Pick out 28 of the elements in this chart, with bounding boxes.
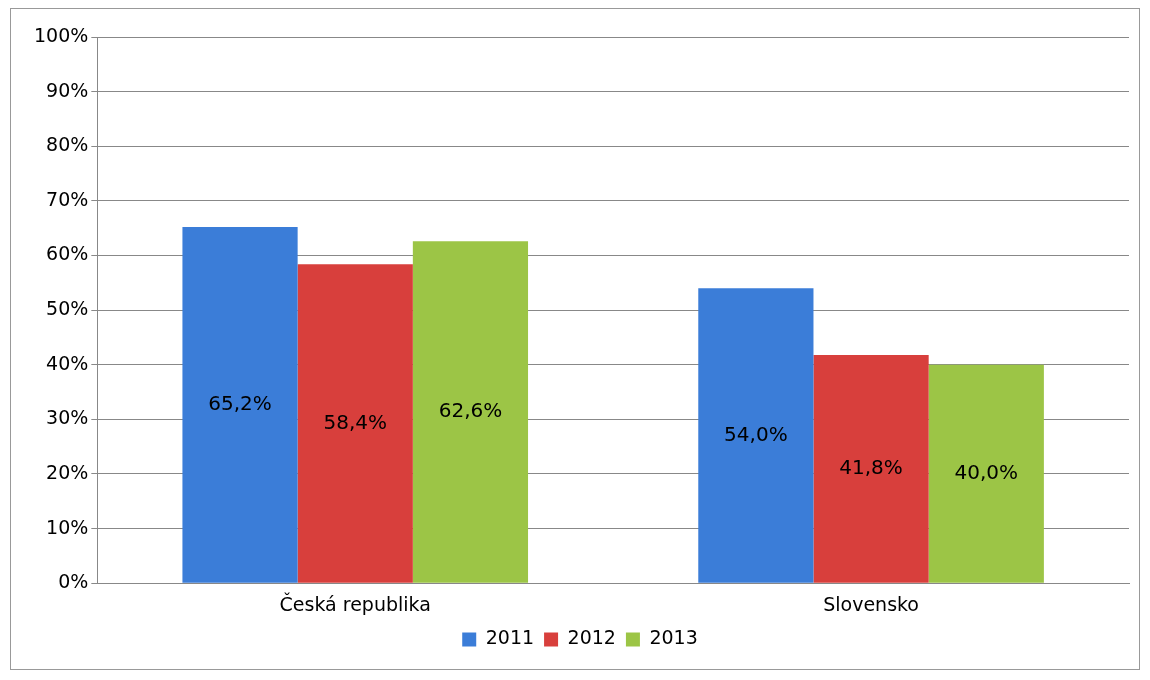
data-label: 65,2% [208, 391, 272, 416]
y-tick-label: 30% [46, 406, 89, 429]
data-label: 54,0% [724, 421, 788, 446]
data-label: 58,4% [323, 409, 388, 434]
legend-label: 2012 [567, 626, 616, 649]
data-label: 41,8% [839, 455, 903, 479]
x-tick-label: Slovensko [823, 592, 919, 615]
y-tick-label: 20% [46, 460, 89, 483]
y-tick-label: 0% [58, 570, 89, 593]
bar [297, 264, 413, 583]
data-label: 62,6% [438, 398, 503, 423]
legend-label: 2013 [649, 626, 698, 649]
bar [412, 241, 529, 583]
y-tick-label: 90% [46, 78, 89, 101]
bar [182, 227, 298, 583]
y-tick-label: 60% [46, 242, 89, 265]
y-tick-label: 70% [46, 187, 89, 210]
bar [928, 364, 1044, 583]
y-tick-label: 100% [33, 23, 89, 46]
bar [813, 354, 929, 583]
y-tick-label: 40% [46, 351, 89, 374]
bar [698, 288, 814, 583]
x-tick-label: Česká republika [279, 591, 431, 615]
legend-label: 2011 [485, 626, 535, 649]
y-tick-label: 50% [46, 297, 89, 320]
y-tick-label: 80% [46, 133, 89, 156]
data-label: 40,0% [954, 459, 1019, 484]
y-tick-label: 10% [46, 515, 89, 538]
